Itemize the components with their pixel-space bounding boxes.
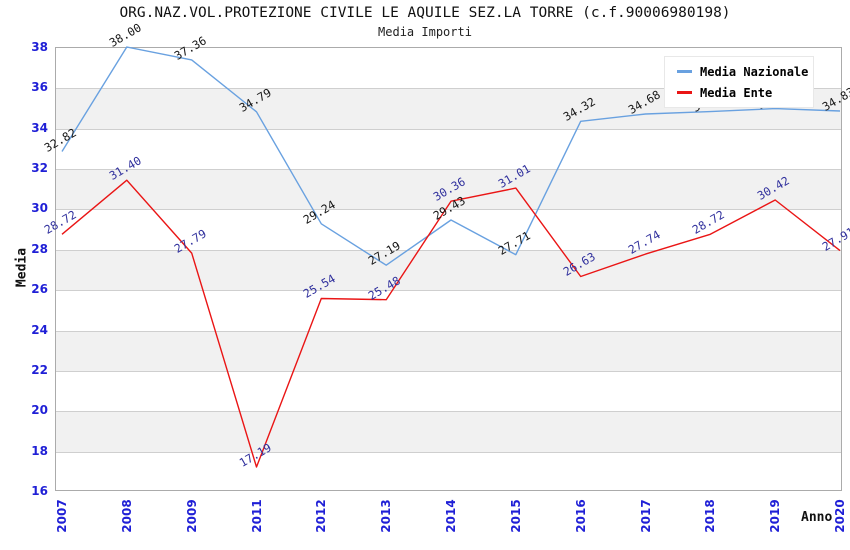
x-tick-label: 2012	[314, 499, 329, 533]
y-tick-label: 24	[31, 322, 48, 337]
plot-band	[56, 128, 841, 170]
legend-label-media-nazionale: Media Nazionale	[700, 64, 809, 79]
plot-band	[56, 290, 841, 331]
x-tick-label: 2017	[638, 499, 653, 533]
plot-band	[56, 411, 841, 452]
x-tick-label: 2008	[119, 499, 134, 533]
legend-label-media-ente: Media Ente	[700, 85, 773, 100]
x-tick-label: 2007	[55, 499, 69, 533]
y-tick-label: 16	[31, 484, 48, 498]
plot-band	[56, 249, 841, 291]
gridline	[56, 169, 841, 171]
gridline	[56, 330, 841, 332]
y-tick-label: 18	[31, 443, 48, 458]
y-tick-label: 32	[31, 161, 48, 176]
x-tick-label: 2015	[508, 499, 523, 533]
gridline	[56, 411, 841, 413]
legend: Media Nazionale Media Ente	[664, 56, 814, 108]
plot-band	[56, 330, 841, 371]
x-tick-label: 2016	[573, 499, 588, 533]
x-tick-label: 2020	[833, 499, 847, 533]
legend-item-media-ente: Media Ente	[677, 86, 813, 100]
gridline	[56, 249, 841, 251]
legend-swatch-media-ente-icon	[677, 91, 692, 94]
x-tick-label: 2014	[444, 499, 458, 533]
x-tick-label: 2009	[184, 499, 199, 533]
legend-swatch-media-nazionale-icon	[677, 70, 692, 73]
y-tick-label: 30	[31, 201, 48, 216]
x-tick-label: 2019	[768, 499, 783, 533]
gridline	[56, 128, 841, 130]
gridline	[56, 451, 841, 453]
y-tick-label: 26	[31, 282, 48, 297]
legend-item-media-nazionale: Media Nazionale	[677, 65, 813, 79]
x-tick-label: 2013	[379, 499, 394, 533]
plot-band	[56, 370, 841, 412]
gridline	[56, 370, 841, 372]
y-tick-label: 34	[31, 120, 48, 135]
x-tick-label: 2011	[249, 499, 264, 533]
chart-title: ORG.NAZ.VOL.PROTEZIONE CIVILE LE AQUILE …	[119, 5, 731, 21]
y-tick-label: 36	[31, 80, 48, 95]
x-tick-label: 2018	[703, 499, 718, 533]
y-tick-label: 20	[31, 403, 48, 418]
plot-band	[56, 451, 841, 490]
gridline	[56, 290, 841, 292]
y-tick-label: 28	[31, 241, 48, 256]
x-axis-title: Anno	[801, 510, 833, 525]
chart-subtitle: Media Importi	[378, 25, 472, 39]
plot-area	[55, 47, 842, 491]
y-tick-label: 38	[31, 40, 48, 54]
y-tick-label: 22	[31, 362, 48, 377]
